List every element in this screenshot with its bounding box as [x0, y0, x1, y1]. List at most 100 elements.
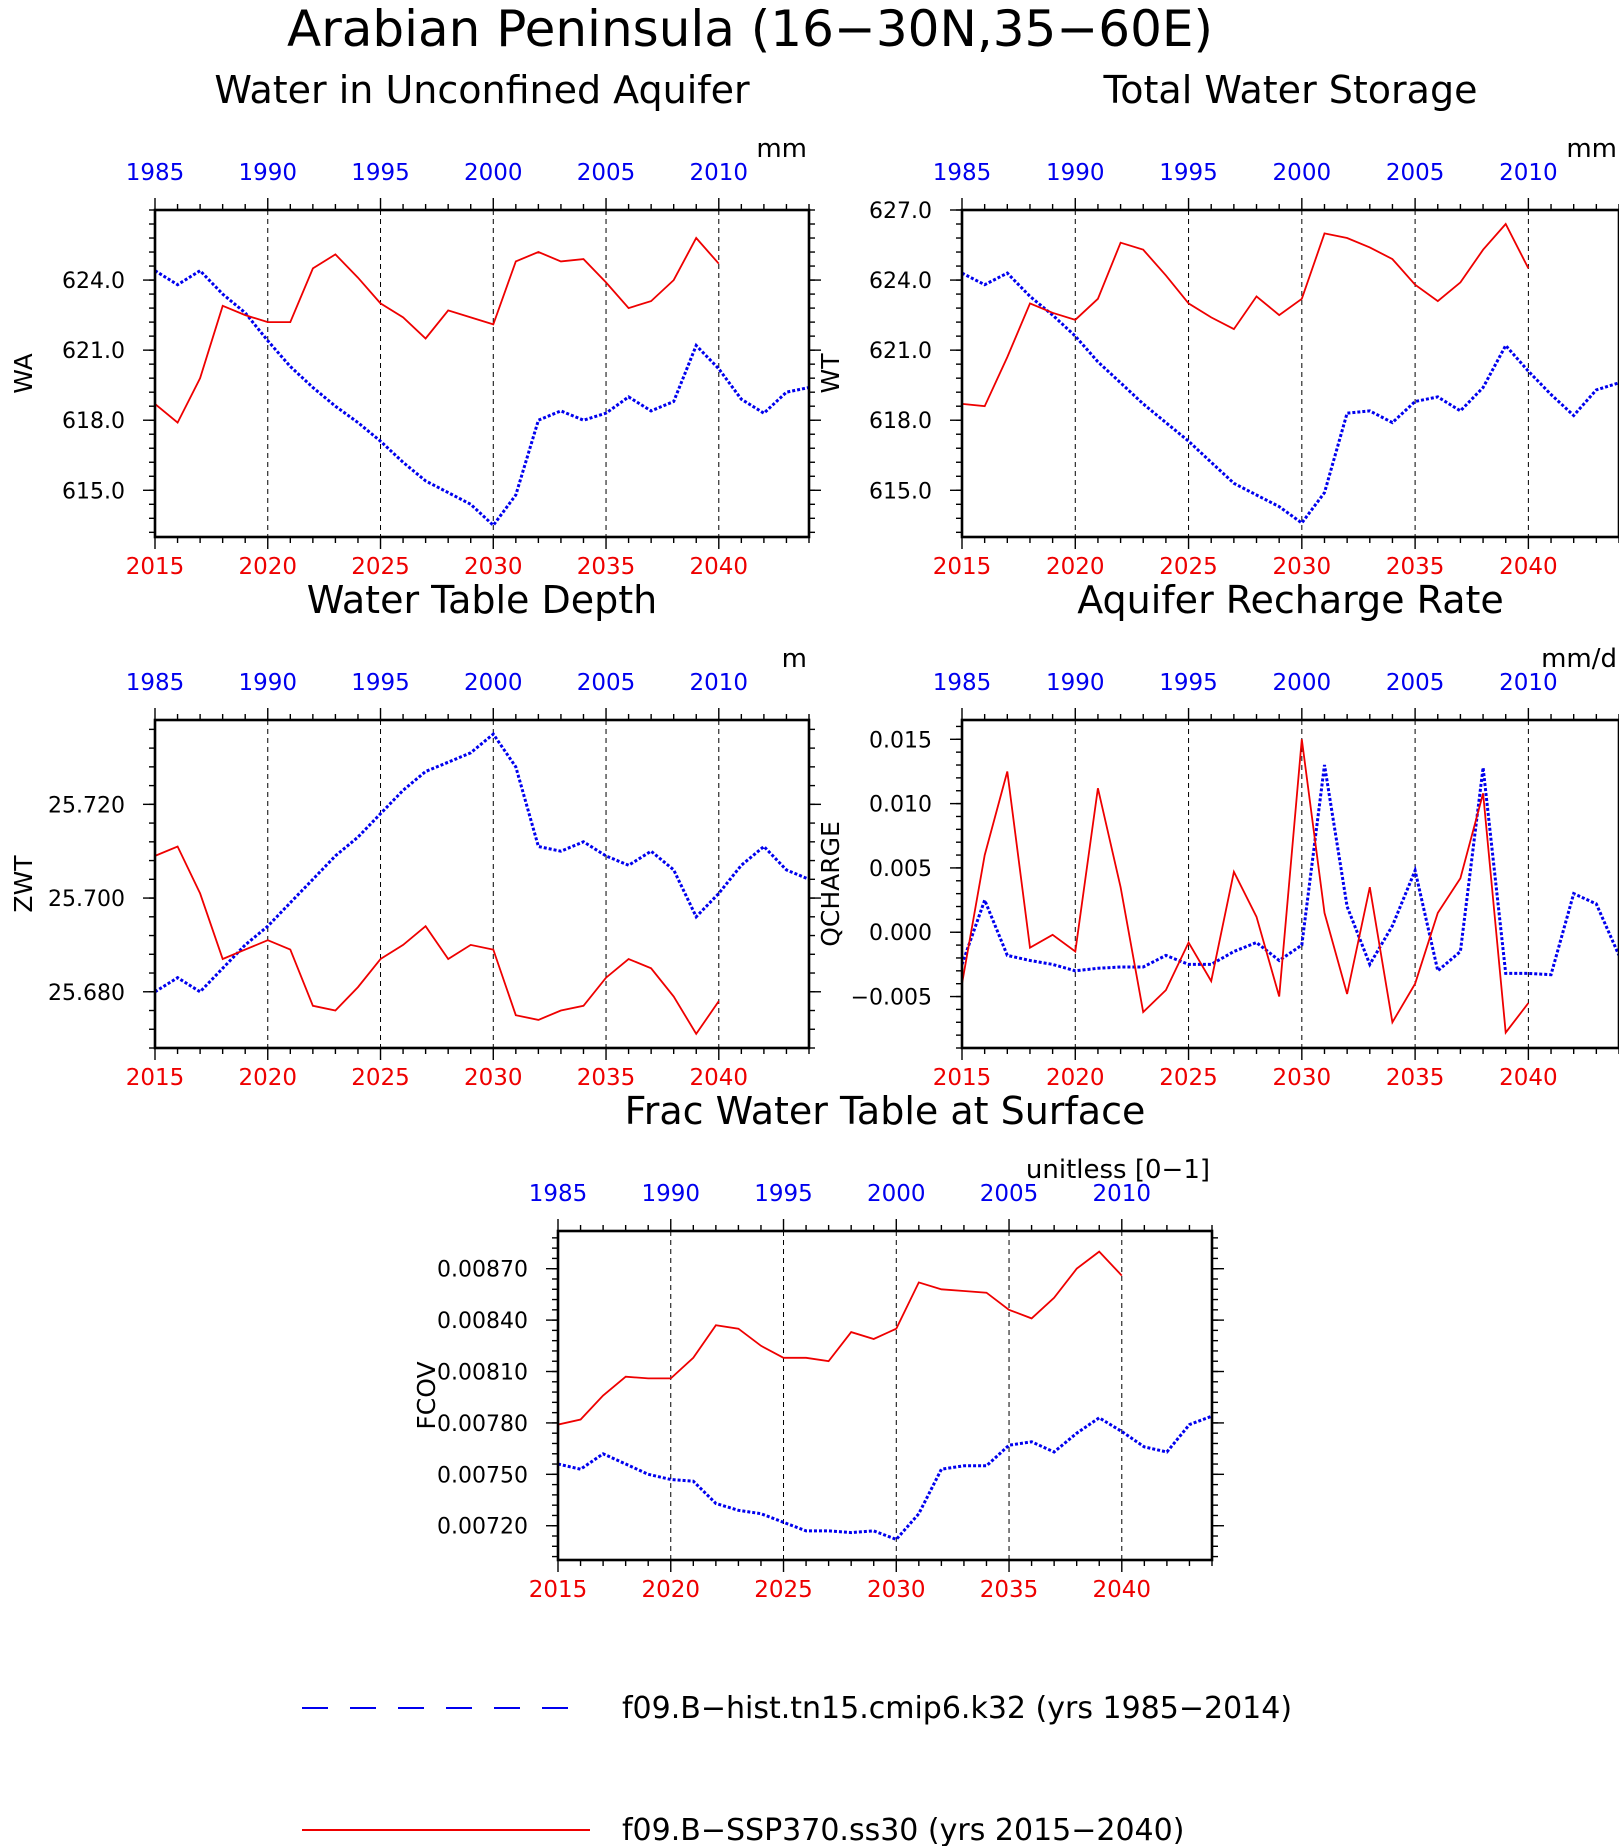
- units-label: m: [782, 644, 807, 674]
- x-tick-label-bottom: 2030: [464, 554, 523, 580]
- plot-frame: [960, 208, 1619, 539]
- y-tick-label: 0.015: [869, 728, 932, 753]
- x-tick-label-bottom: 2035: [1386, 554, 1445, 580]
- x-tick-label-top: 2005: [1386, 160, 1445, 186]
- y-tick-label: 615.0: [869, 479, 932, 504]
- y-tick-label: 624.0: [869, 269, 932, 294]
- units-label: unitless [0−1]: [1026, 1155, 1210, 1185]
- page-title: Arabian Peninsula (16−30N,35−60E): [287, 0, 1213, 58]
- x-tick-label-top: 1985: [529, 1181, 588, 1207]
- y-tick-label: −0.005: [851, 986, 932, 1011]
- series-line-hist: [155, 731, 809, 994]
- legend-ssp-label: f09.B−SSP370.ss30 (yrs 2015−2040): [622, 1813, 1184, 1846]
- chart-panel-2: Total Water Storage mm WT 2015 2020 2025 2030 2…: [816, 68, 1619, 580]
- plot-frame: [960, 718, 1619, 1050]
- units-label: mm: [1566, 134, 1617, 164]
- x-tick-label-top: 1995: [1159, 670, 1218, 696]
- series-line-hist: [558, 1414, 1212, 1542]
- x-tick-label-bottom: 2015: [126, 1065, 185, 1091]
- x-tick-label-bottom: 2015: [126, 554, 185, 580]
- x-tick-label-top: 2010: [690, 160, 749, 186]
- y-tick-label: 0.00780: [437, 1412, 528, 1437]
- x-tick-label-top: 2005: [1386, 670, 1445, 696]
- plot-frame: [153, 718, 811, 1050]
- chart-title: Water Table Depth: [307, 578, 658, 622]
- x-tick-label-bottom: 2020: [238, 1065, 297, 1091]
- x-tick-label-top: 2000: [867, 1181, 926, 1207]
- x-tick-label-top: 2000: [1273, 670, 1332, 696]
- y-axis-label: ZWT: [9, 855, 38, 913]
- y-axis-label: WT: [816, 353, 845, 394]
- x-tick-label-bottom: 2025: [1159, 554, 1218, 580]
- y-axis-label: FCOV: [412, 1361, 441, 1429]
- y-tick-label: 627.0: [869, 199, 932, 224]
- series-line-hist: [962, 271, 1619, 526]
- y-tick-label: 25.680: [48, 981, 125, 1006]
- y-tick-label: 0.00840: [437, 1309, 528, 1334]
- x-tick-label-top: 2000: [464, 670, 523, 696]
- x-tick-label-bottom: 2040: [1093, 1577, 1152, 1603]
- legend-hist-label: f09.B−hist.tn15.cmip6.k32 (yrs 1985−2014…: [622, 1691, 1292, 1726]
- x-tick-label-bottom: 2025: [1159, 1065, 1218, 1091]
- x-tick-label-bottom: 2040: [1499, 1065, 1558, 1091]
- x-tick-label-top: 1990: [641, 1181, 700, 1207]
- chart-panel-4: Aquifer Recharge Rate mm/d QCHARGE 2015 2020…: [816, 578, 1619, 1091]
- y-tick-label: 0.00810: [437, 1361, 528, 1386]
- x-tick-label-bottom: 2015: [529, 1577, 588, 1603]
- x-tick-label-top: 2010: [1093, 1181, 1152, 1207]
- x-tick-label-bottom: 2015: [933, 1065, 992, 1091]
- x-tick-label-bottom: 2025: [351, 1065, 410, 1091]
- x-tick-label-bottom: 2030: [464, 1065, 523, 1091]
- chart-panel-3: Water Table Depth m ZWT 2015 2020 2025 2030 203…: [9, 578, 821, 1091]
- y-tick-label: 621.0: [62, 339, 125, 364]
- x-tick-label-bottom: 2020: [1046, 1065, 1105, 1091]
- x-tick-label-bottom: 2020: [641, 1577, 700, 1603]
- x-tick-label-bottom: 2015: [933, 554, 992, 580]
- y-tick-label: 0.00750: [437, 1463, 528, 1488]
- y-tick-label: 0.000: [869, 921, 932, 946]
- x-tick-label-top: 1990: [1046, 670, 1105, 696]
- y-tick-label: 0.00720: [437, 1515, 528, 1540]
- x-tick-label-top: 2000: [464, 160, 523, 186]
- series-line-ssp: [155, 236, 720, 425]
- series-line-hist: [962, 764, 1619, 977]
- x-tick-label-bottom: 2040: [690, 554, 749, 580]
- y-axis-label: QCHARGE: [816, 821, 845, 947]
- x-tick-label-top: 1985: [933, 160, 992, 186]
- plot-frame: [556, 1229, 1214, 1562]
- x-tick-label-bottom: 2025: [351, 554, 410, 580]
- y-tick-label: 615.0: [62, 479, 125, 504]
- x-tick-label-top: 2005: [577, 160, 636, 186]
- chart-title: Water in Unconfined Aquifer: [214, 68, 750, 112]
- x-tick-label-top: 1995: [351, 160, 410, 186]
- x-tick-label-bottom: 2035: [980, 1577, 1039, 1603]
- x-tick-label-bottom: 2035: [577, 554, 636, 580]
- y-tick-label: 618.0: [869, 409, 932, 434]
- y-tick-label: 25.700: [48, 887, 125, 912]
- y-tick-label: 0.005: [869, 857, 932, 882]
- y-axis-label: WA: [9, 353, 38, 393]
- series-line-ssp: [558, 1250, 1123, 1426]
- x-tick-label-top: 2005: [980, 1181, 1039, 1207]
- y-tick-label: 0.010: [869, 793, 932, 818]
- series-line-hist: [155, 268, 809, 528]
- x-tick-label-top: 1985: [933, 670, 992, 696]
- legend: f09.B−hist.tn15.cmip6.k32 (yrs 1985−2014…: [302, 1691, 1292, 1846]
- x-tick-label-top: 1990: [238, 670, 297, 696]
- x-tick-label-bottom: 2040: [690, 1065, 749, 1091]
- series-line-ssp: [962, 739, 1530, 1035]
- x-tick-label-top: 1995: [754, 1181, 813, 1207]
- x-tick-label-bottom: 2020: [238, 554, 297, 580]
- x-tick-label-top: 2010: [690, 670, 749, 696]
- x-tick-label-top: 2005: [577, 670, 636, 696]
- x-tick-label-bottom: 2030: [1273, 554, 1332, 580]
- x-tick-label-top: 1990: [238, 160, 297, 186]
- units-label: mm/d: [1541, 644, 1617, 674]
- x-tick-label-top: 2010: [1499, 160, 1558, 186]
- x-tick-label-top: 1995: [351, 670, 410, 696]
- x-tick-label-top: 2010: [1499, 670, 1558, 696]
- y-tick-label: 624.0: [62, 269, 125, 294]
- y-tick-label: 25.720: [48, 793, 125, 818]
